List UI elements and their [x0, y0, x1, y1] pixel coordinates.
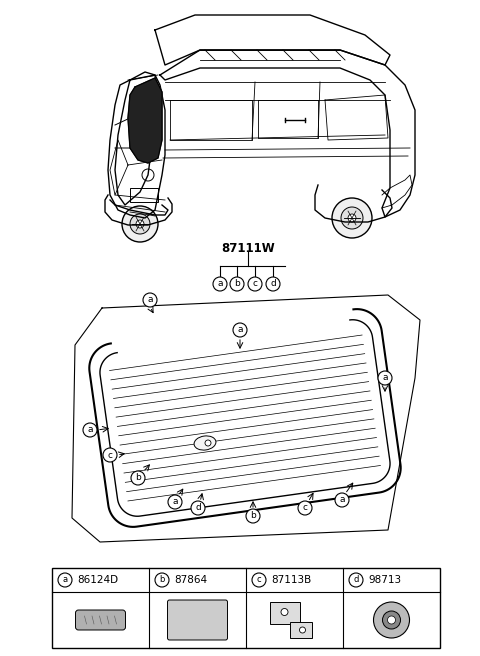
- Circle shape: [341, 207, 363, 229]
- Bar: [269, 602, 300, 624]
- Circle shape: [387, 616, 396, 624]
- Text: c: c: [108, 451, 112, 459]
- Text: a: a: [382, 373, 388, 382]
- Circle shape: [252, 573, 266, 587]
- Text: 98713: 98713: [368, 575, 401, 585]
- Text: b: b: [159, 575, 165, 584]
- Text: 86124D: 86124D: [77, 575, 118, 585]
- Circle shape: [298, 501, 312, 515]
- Text: b: b: [234, 279, 240, 289]
- Circle shape: [83, 423, 97, 437]
- Circle shape: [332, 198, 372, 238]
- Text: a: a: [217, 279, 223, 289]
- Text: d: d: [195, 504, 201, 512]
- Circle shape: [248, 277, 262, 291]
- Circle shape: [130, 214, 150, 234]
- Text: 87111W: 87111W: [221, 241, 275, 255]
- Polygon shape: [128, 78, 162, 163]
- Bar: [289, 622, 312, 638]
- Text: 87864: 87864: [174, 575, 207, 585]
- Circle shape: [230, 277, 244, 291]
- Text: a: a: [62, 575, 68, 584]
- Circle shape: [378, 371, 392, 385]
- Circle shape: [58, 573, 72, 587]
- Text: a: a: [172, 497, 178, 506]
- Text: b: b: [135, 474, 141, 483]
- Text: b: b: [250, 512, 256, 520]
- Text: c: c: [257, 575, 261, 584]
- Bar: [52, 568, 440, 648]
- Text: a: a: [147, 295, 153, 304]
- Circle shape: [335, 493, 349, 507]
- Circle shape: [205, 440, 211, 446]
- Circle shape: [373, 602, 409, 638]
- Circle shape: [191, 501, 205, 515]
- Bar: [130, 188, 158, 202]
- Circle shape: [266, 277, 280, 291]
- Circle shape: [246, 509, 260, 523]
- Circle shape: [383, 611, 400, 629]
- Ellipse shape: [194, 436, 216, 450]
- Text: c: c: [302, 504, 308, 512]
- Text: 87113B: 87113B: [271, 575, 311, 585]
- FancyBboxPatch shape: [75, 610, 125, 630]
- Circle shape: [349, 573, 363, 587]
- Circle shape: [348, 214, 356, 222]
- Text: c: c: [252, 279, 257, 289]
- Text: a: a: [339, 495, 345, 504]
- Circle shape: [168, 495, 182, 509]
- Circle shape: [233, 323, 247, 337]
- Circle shape: [213, 277, 227, 291]
- Circle shape: [155, 573, 169, 587]
- Circle shape: [281, 609, 288, 615]
- Text: a: a: [87, 426, 93, 434]
- Circle shape: [136, 220, 144, 228]
- Circle shape: [143, 293, 157, 307]
- Circle shape: [122, 206, 158, 242]
- FancyBboxPatch shape: [168, 600, 228, 640]
- Circle shape: [300, 627, 305, 633]
- Text: d: d: [270, 279, 276, 289]
- Circle shape: [103, 448, 117, 462]
- Text: a: a: [237, 325, 243, 335]
- Text: d: d: [353, 575, 359, 584]
- Circle shape: [131, 471, 145, 485]
